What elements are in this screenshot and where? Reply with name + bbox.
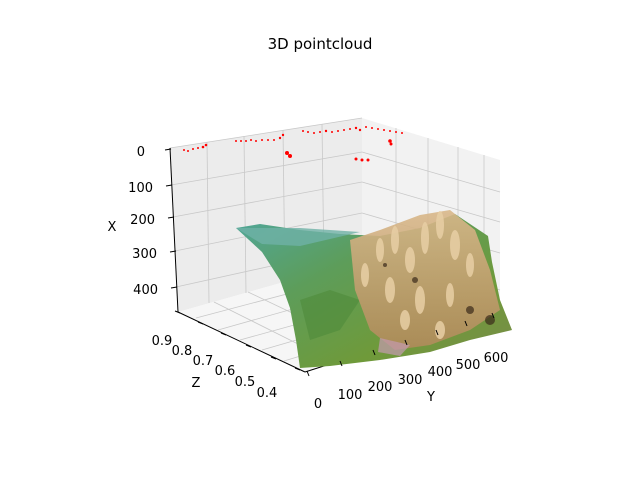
x-axis-line [169, 147, 179, 313]
y-tick-label: 500 [456, 358, 481, 373]
x-tick-label: 100 [128, 181, 153, 196]
y-tick-label: 400 [428, 365, 453, 380]
y-tick-label: 300 [398, 373, 423, 388]
x-axis: 0 100 200 300 400 X [108, 145, 178, 298]
z-tick-label: 0.7 [193, 354, 214, 369]
y-tick-label: 200 [368, 380, 393, 395]
y-axis-label: Y [426, 390, 435, 405]
y-tick-label: 100 [338, 388, 363, 403]
z-axis: 0.9 0.8 0.7 0.6 0.5 0.4 Z [152, 310, 301, 401]
chart-title: 3D pointcloud [268, 35, 373, 53]
x-tick-label: 400 [133, 283, 158, 298]
z-tick-label: 0.5 [235, 375, 256, 390]
x-axis-label: X [108, 220, 117, 235]
z-tick-label: 0.4 [257, 386, 278, 401]
y-tick-label: 0 [314, 397, 322, 412]
y-tick-label: 600 [484, 351, 509, 366]
z-tick-label: 0.9 [152, 334, 173, 349]
y-axis: 0 100 200 300 400 500 600 Y [306, 312, 509, 412]
z-axis-label: Z [192, 376, 201, 391]
x-tick-label: 300 [132, 247, 157, 262]
z-tick-label: 0.6 [215, 364, 236, 379]
x-tick-label: 0 [137, 145, 145, 160]
x-tick-label: 200 [130, 213, 155, 228]
red-points [183, 126, 403, 162]
pointcloud-surface [236, 210, 512, 368]
z-tick-label: 0.8 [172, 344, 193, 359]
